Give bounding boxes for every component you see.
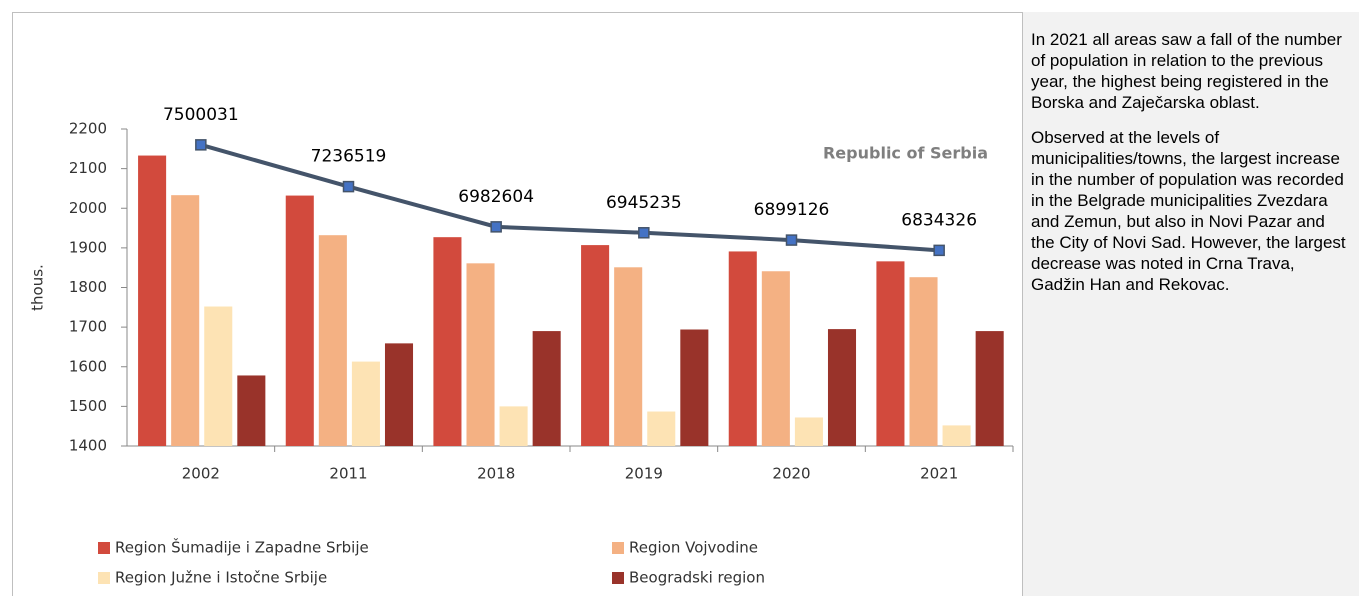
y-tick-label: 2000 <box>69 199 107 217</box>
y-tick-label: 1700 <box>69 318 107 336</box>
y-tick-label: 1500 <box>69 397 107 415</box>
x-tick-label: 2019 <box>625 465 663 483</box>
bar <box>614 267 643 446</box>
bar <box>794 417 823 446</box>
bar <box>647 411 676 446</box>
bar <box>942 425 971 446</box>
marker <box>342 180 355 193</box>
legend-swatch <box>98 542 110 554</box>
bar <box>909 277 938 446</box>
bar <box>351 361 380 446</box>
chart: 1400 1500 1600 1700 1800 1900 2000 2100 2200 thou… <box>29 105 1014 587</box>
y-tick-label: 2100 <box>69 159 107 177</box>
bar <box>204 306 233 446</box>
legend-swatch <box>98 572 110 584</box>
y-tick-label: 1600 <box>69 357 107 375</box>
y-tick-label: 1800 <box>69 278 107 296</box>
bar <box>761 271 790 446</box>
bar <box>433 237 462 446</box>
legend-label: Region Šumadije i Zapadne Srbije <box>115 538 369 557</box>
marker <box>638 227 650 239</box>
note: Observed at the levels of municipalities… <box>1031 128 1346 294</box>
x-tick-label: 2021 <box>920 465 958 483</box>
bar <box>318 235 347 446</box>
legend-label: Region Južne i Istočne Srbije <box>115 569 327 587</box>
bar <box>975 331 1004 446</box>
data-label: 7500031 <box>163 105 239 125</box>
bar <box>532 331 561 446</box>
legend-label: Beogradski region <box>629 569 765 587</box>
data-label: 7236519 <box>311 147 387 167</box>
bar <box>285 195 314 446</box>
data-label: 6945235 <box>606 193 682 213</box>
y-tick-label: 1900 <box>69 238 107 256</box>
line <box>200 142 940 253</box>
bar <box>384 343 414 446</box>
bar <box>171 195 200 446</box>
legend-swatch <box>612 572 624 584</box>
bar <box>499 406 528 446</box>
legend-label: Region Vojvodine <box>629 539 758 557</box>
marker <box>933 244 945 257</box>
marker <box>195 139 207 151</box>
x-tick-label: 2002 <box>182 465 220 483</box>
legend-swatch <box>612 542 624 554</box>
marker <box>490 221 502 233</box>
bar <box>581 245 610 446</box>
x-tick-label: 2020 <box>772 465 810 483</box>
bar <box>827 329 857 446</box>
bar <box>728 251 757 446</box>
bar <box>138 155 167 446</box>
marker <box>785 234 798 246</box>
y-axis-label: thous. <box>29 264 47 311</box>
note: In 2021 all areas saw a fall of the numb… <box>1031 30 1342 112</box>
x-tick-label: 2018 <box>477 465 515 483</box>
y-tick-label: 2200 <box>69 120 107 138</box>
chart-frame <box>12 12 1359 596</box>
bar <box>680 329 709 446</box>
bar <box>237 375 266 446</box>
y-tick-label: 1400 <box>69 437 107 455</box>
notes-panel: In 2021 all areas saw a fall of the numb… <box>1022 12 1359 596</box>
data-label: 6899126 <box>754 200 830 220</box>
data-label: 6982604 <box>458 187 534 207</box>
bar <box>876 261 905 446</box>
x-tick-label: 2011 <box>329 465 367 483</box>
series-annotation: Republic of Serbia <box>823 144 988 163</box>
bar <box>466 263 495 446</box>
data-label: 6834326 <box>901 210 977 230</box>
